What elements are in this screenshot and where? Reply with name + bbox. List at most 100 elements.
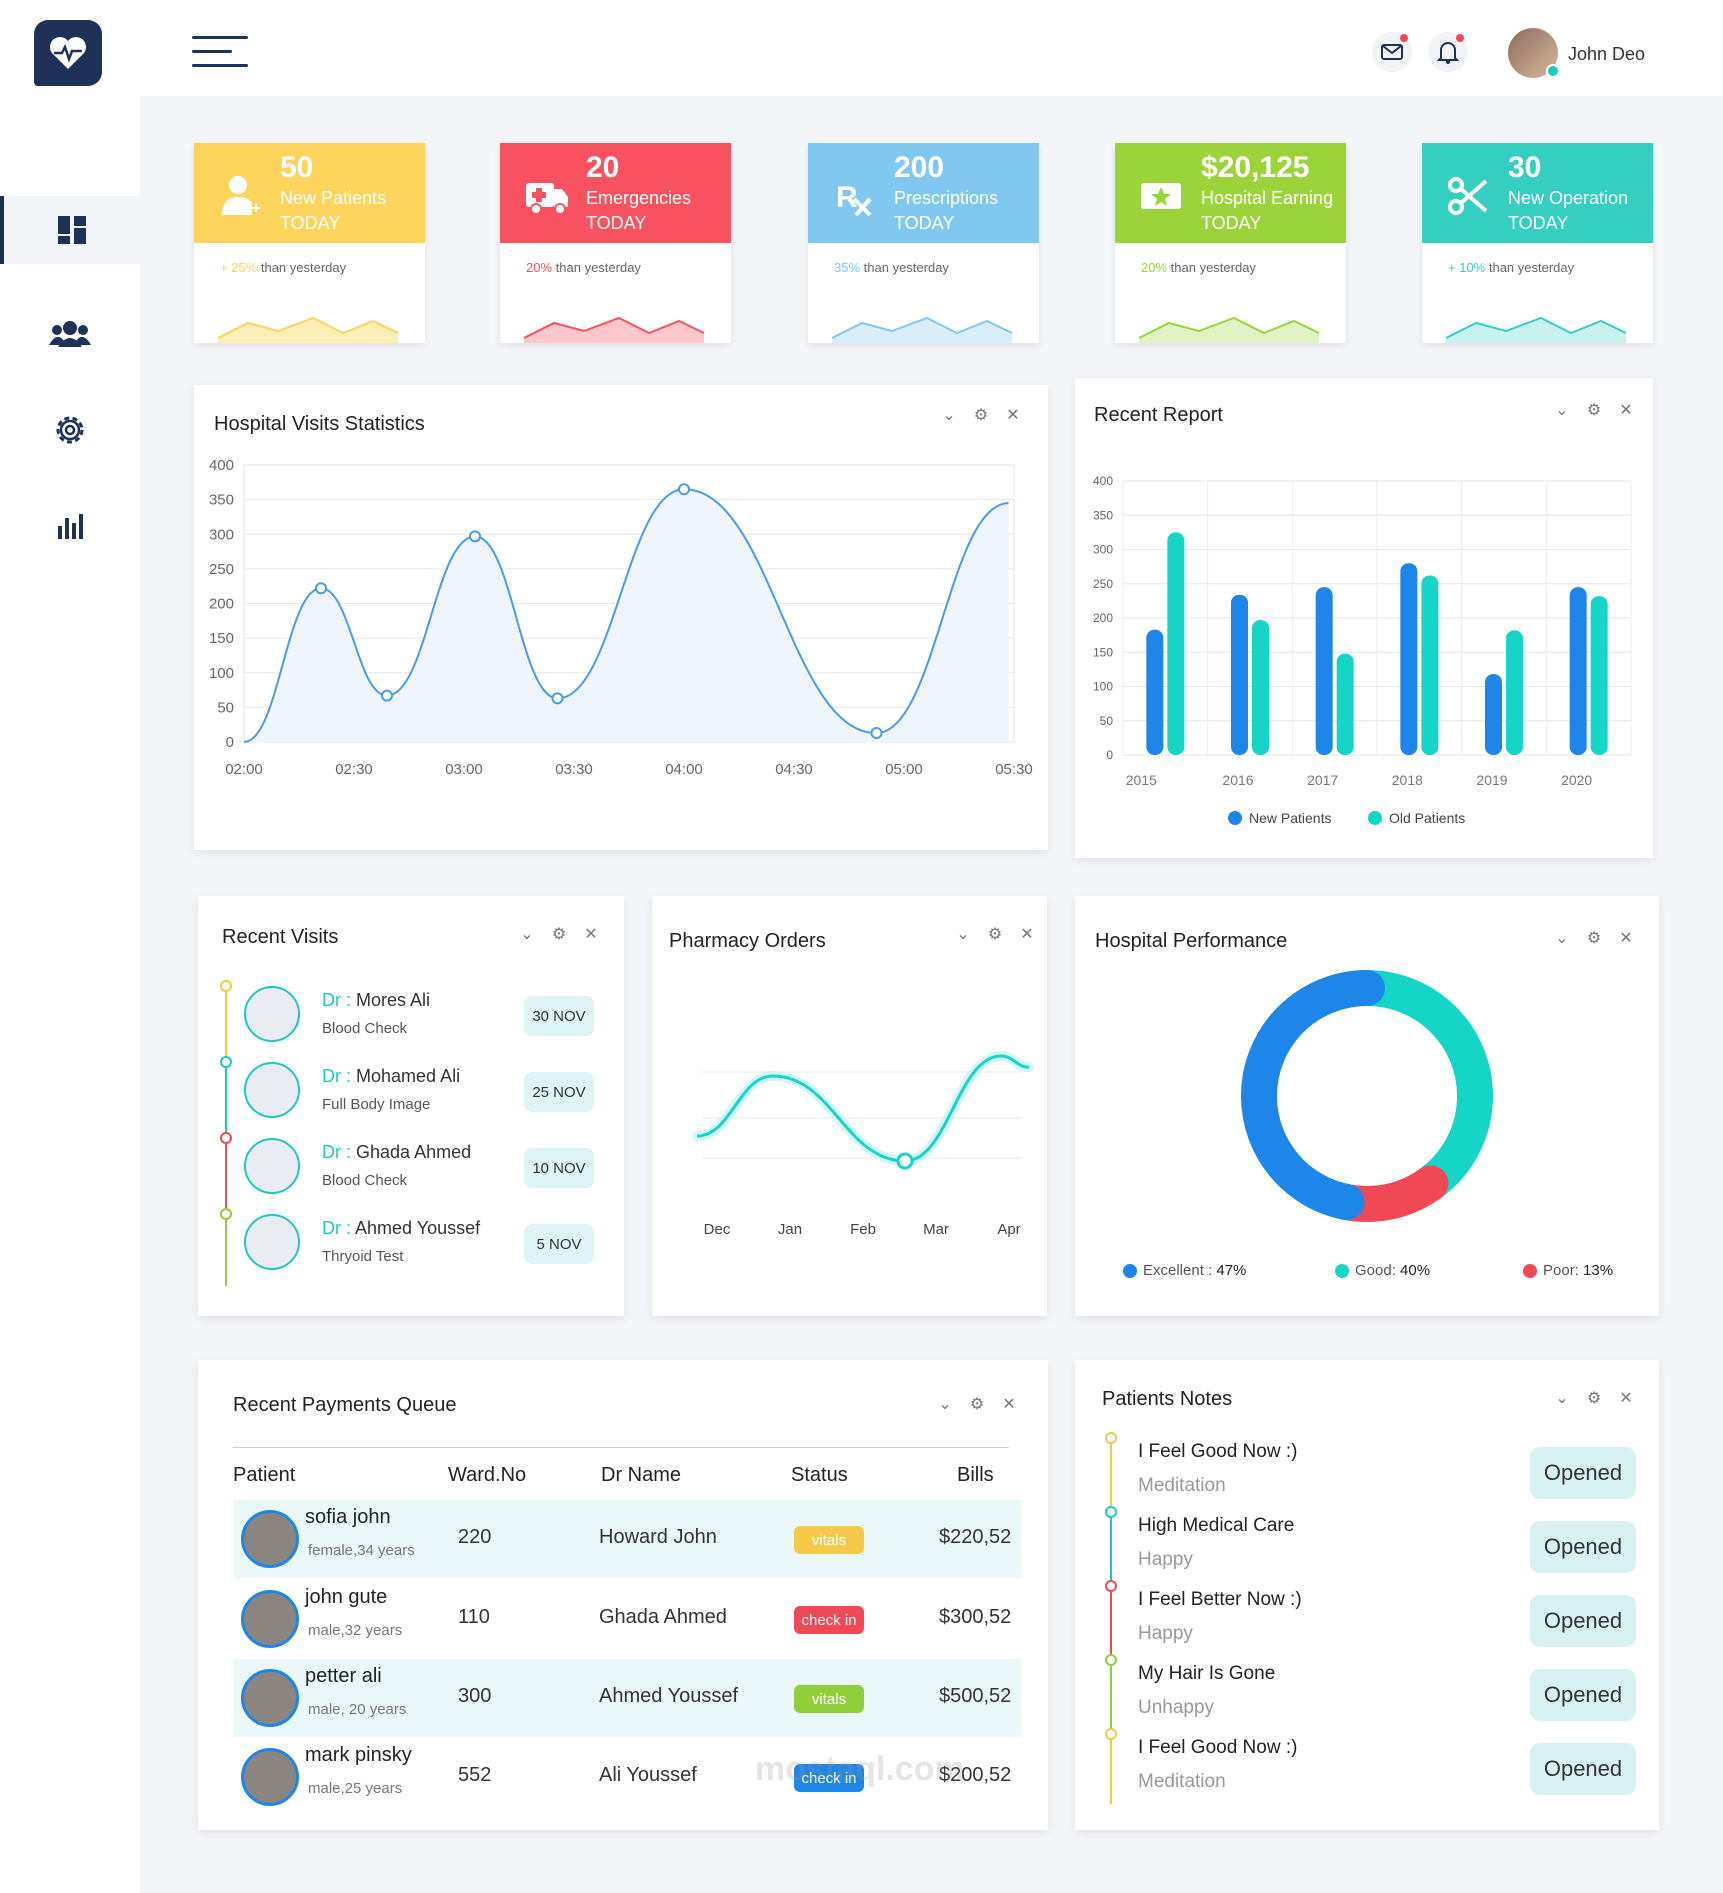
nav-dashboard[interactable] [0, 196, 140, 264]
y-tick-label: 350 [1093, 508, 1113, 522]
patient-info: male,32 years [308, 1622, 403, 1639]
note-title: My Hair Is Gone [1138, 1663, 1276, 1684]
gear-icon[interactable]: ⚙ [1586, 402, 1602, 419]
collapse-icon[interactable]: ⌄ [938, 1396, 952, 1413]
visits-panel: Hospital Visits Statistics ⌄ ⚙ ✕ 0 50 100 150… [194, 385, 1048, 850]
nav-patients[interactable] [0, 300, 140, 368]
avatar [241, 1510, 299, 1568]
patient-name: mark pinsky [305, 1744, 412, 1766]
bar-new-patients [1315, 587, 1333, 755]
sparkline-line [832, 316, 1013, 339]
logo[interactable] [34, 20, 102, 86]
trend-text: than yesterday [555, 260, 641, 275]
opened-button[interactable]: Opened [1530, 1447, 1636, 1499]
collapse-icon[interactable]: ⌄ [520, 926, 534, 943]
user-name[interactable]: John Deo [1568, 44, 1646, 64]
close-icon[interactable]: ✕ [584, 926, 598, 943]
table-row[interactable]: petter ali male, 20 years 300 Ahmed Youssef… [233, 1659, 1021, 1737]
nav-settings[interactable] [0, 396, 140, 464]
table-row[interactable]: john gute male,32 years 110 Ghada Ahmed chec… [233, 1580, 1021, 1658]
doctor-name-text: Ghada Ahmed [356, 1142, 472, 1162]
stat-value: 20 [586, 151, 620, 184]
menu-toggle[interactable] [192, 36, 248, 78]
bill-amount: $300,52 [939, 1606, 1012, 1628]
stat-card[interactable]: 30 New Operation TODAY + 10% than yesterday [1422, 143, 1653, 343]
opened-button[interactable]: Opened [1530, 1521, 1636, 1573]
doctor-name: Ali Youssef [599, 1764, 697, 1786]
y-tick-label: 200 [1093, 611, 1113, 625]
note-mood: Happy [1138, 1623, 1193, 1644]
close-icon[interactable]: ✕ [1619, 1390, 1633, 1407]
patient-info: male, 20 years [308, 1701, 407, 1718]
doctor-name: Dr : Mohamed Ali [322, 1066, 460, 1087]
timeline-node [220, 1208, 232, 1220]
nav-reports[interactable] [0, 492, 140, 560]
avatar [244, 986, 300, 1042]
stat-value: $20,125 [1201, 151, 1310, 184]
list-item[interactable]: Dr : Ahmed Youssef Thryoid Test 5 NOV [238, 1214, 618, 1284]
notifications-button[interactable] [1428, 32, 1468, 72]
doctor-name-text: Mores Ali [356, 990, 431, 1010]
status-badge[interactable]: check in [794, 1606, 864, 1634]
gear-icon[interactable]: ⚙ [973, 407, 989, 424]
table-row[interactable]: mark pinsky male,25 years 552 Ali Youssef ch… [233, 1738, 1021, 1816]
close-icon[interactable]: ✕ [1619, 402, 1633, 419]
sparkline-area [218, 318, 398, 343]
avatar[interactable] [1508, 28, 1560, 78]
gear-icon[interactable]: ⚙ [969, 1396, 985, 1413]
stat-trend: + 10% than yesterday [1448, 260, 1574, 275]
stat-card[interactable]: 20 Emergencies TODAY 20% than yesterday [500, 143, 731, 343]
status-badge[interactable]: check in [794, 1764, 864, 1792]
note-mood: Happy [1138, 1549, 1193, 1570]
collapse-icon[interactable]: ⌄ [1555, 930, 1569, 947]
sparkline [218, 316, 399, 343]
stat-label: New Operation [1508, 188, 1629, 208]
legend-marker [1228, 811, 1242, 825]
trend-percent: 20% [526, 260, 553, 275]
y-tick-label: 200 [209, 596, 234, 613]
collapse-icon[interactable]: ⌄ [1555, 402, 1569, 419]
x-tick-label: 2020 [1561, 772, 1592, 788]
close-icon[interactable]: ✕ [1020, 926, 1034, 943]
visits-chart: 0 50 100 150 200 250 300 350 400 02:00 02:30 03:00 0… [209, 457, 1033, 778]
bar-new-patients [1146, 629, 1164, 755]
list-item[interactable]: Dr : Mohamed Ali Full Body Image 25 NOV [238, 1062, 618, 1132]
gear-icon[interactable]: ⚙ [1586, 930, 1602, 947]
opened-button[interactable]: Opened [1530, 1595, 1636, 1647]
collapse-icon[interactable]: ⌄ [956, 926, 970, 943]
mail-button[interactable] [1372, 32, 1412, 72]
x-tick-label: Mar [923, 1221, 949, 1238]
status-badge[interactable]: vitals [794, 1685, 864, 1713]
donut-slice-poor [1241, 970, 1493, 1222]
legend-label: Excellent : [1143, 1262, 1213, 1279]
opened-button[interactable]: Opened [1530, 1743, 1636, 1795]
list-item[interactable]: Dr : Ghada Ahmed Blood Check 10 NOV [238, 1138, 618, 1208]
trend-text: than yesterday [260, 260, 347, 275]
patient-name: sofia john [305, 1506, 391, 1528]
collapse-icon[interactable]: ⌄ [1555, 1390, 1569, 1407]
gear-icon[interactable]: ⚙ [551, 926, 567, 943]
visit-type: Thryoid Test [322, 1248, 404, 1265]
y-tick-label: 0 [226, 734, 234, 751]
gear-icon[interactable]: ⚙ [1586, 1390, 1602, 1407]
opened-button[interactable]: Opened [1530, 1669, 1636, 1721]
status-badge[interactable]: vitals [794, 1526, 864, 1554]
x-tick-label: 2019 [1476, 772, 1507, 788]
heart-pulse-icon [50, 37, 86, 69]
stat-label: Emergencies [586, 188, 692, 208]
close-icon[interactable]: ✕ [1006, 407, 1020, 424]
recent-visits-panel: Recent Visits ⌄ ⚙ ✕ Dr : Mores Ali Blood Ch… [198, 896, 624, 1316]
collapse-icon[interactable]: ⌄ [942, 407, 956, 424]
stat-card[interactable]: $20,125 Hospital Earning TODAY 20% than yes… [1115, 143, 1346, 343]
doctor-prefix: Dr : [322, 1218, 351, 1238]
data-point [469, 530, 481, 543]
gear-icon[interactable]: ⚙ [987, 926, 1003, 943]
close-icon[interactable]: ✕ [1002, 1396, 1016, 1413]
y-tick-label: 100 [209, 665, 234, 682]
stat-card[interactable]: 50 New Patients TODAY + 25% than yesterday [194, 143, 425, 343]
close-icon[interactable]: ✕ [1619, 930, 1633, 947]
patient-info: female,34 years [308, 1542, 415, 1559]
stat-card[interactable]: R 200 Prescriptions TODAY 35% than yesterday [808, 143, 1039, 343]
list-item[interactable]: Dr : Mores Ali Blood Check 30 NOV [238, 986, 618, 1056]
table-row[interactable]: sofia john female,34 years 220 Howard John v… [233, 1500, 1021, 1578]
